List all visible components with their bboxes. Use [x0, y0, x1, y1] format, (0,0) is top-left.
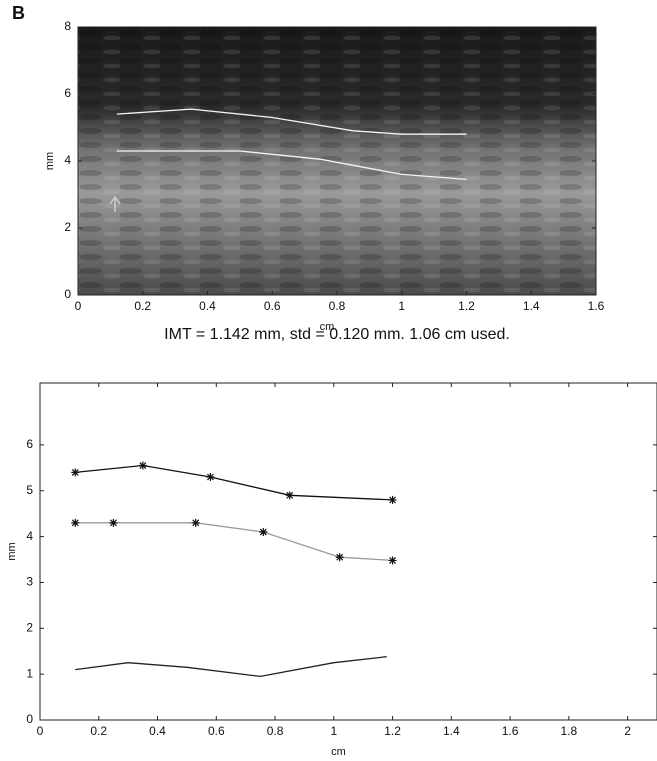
marker [285, 491, 294, 500]
marker [191, 518, 200, 527]
caption: IMT = 1.142 mm, std = 0.120 mm. 1.06 cm … [164, 326, 510, 343]
y-tick-label: 2 [26, 620, 33, 634]
y-tick-label: 4 [64, 153, 71, 167]
y-tick-label: 6 [26, 437, 33, 451]
x-tick-label: 0.8 [267, 724, 284, 738]
marker [109, 518, 118, 527]
marker [335, 553, 344, 562]
y-tick-label: 5 [26, 483, 33, 497]
marker [206, 472, 215, 481]
x-tick-label: 0.6 [264, 299, 281, 313]
arrow-marker [109, 195, 121, 212]
y-axis-label: mm [44, 152, 56, 170]
x-axis-label: cm [320, 321, 335, 333]
plot-area [39, 382, 657, 721]
y-axis-label: mm [6, 542, 18, 560]
x-tick-label: 0.6 [208, 724, 225, 738]
x-tick-label: 0.8 [329, 299, 346, 313]
x-tick-label: 1 [330, 724, 337, 738]
y-tick-label: 2 [64, 220, 71, 234]
marker [138, 461, 147, 470]
x-tick-label: 0.4 [199, 299, 216, 313]
series-line [116, 108, 467, 135]
x-tick-label: 0 [75, 299, 82, 313]
x-tick-label: 2 [624, 724, 631, 738]
x-tick-label: 1.2 [458, 299, 475, 313]
marker [388, 495, 397, 504]
x-tick-label: 1.4 [443, 724, 460, 738]
marker [71, 518, 80, 527]
speckle [78, 27, 596, 295]
y-tick-label: 6 [64, 86, 71, 100]
x-tick-label: 0.2 [134, 299, 151, 313]
x-tick-label: 1.6 [502, 724, 519, 738]
series-line [75, 656, 387, 678]
x-tick-label: 1.4 [523, 299, 540, 313]
series-line [75, 522, 393, 562]
x-tick-label: 1.8 [561, 724, 578, 738]
x-tick-label: 0.4 [149, 724, 166, 738]
x-tick-label: 0 [37, 724, 44, 738]
x-tick-label: 1.6 [588, 299, 605, 313]
y-tick-label: 3 [26, 575, 33, 589]
y-tick-label: 4 [26, 529, 33, 543]
y-tick-label: 0 [26, 712, 33, 726]
x-tick-label: 1 [398, 299, 405, 313]
panel-label: B [12, 3, 25, 23]
marker [259, 528, 268, 537]
y-tick-label: 1 [26, 666, 33, 680]
x-tick-label: 0.2 [90, 724, 107, 738]
x-tick-label: 1.2 [384, 724, 401, 738]
marker [388, 556, 397, 565]
marker [71, 468, 80, 477]
x-axis-label: cm [331, 746, 346, 758]
series-line [116, 150, 467, 181]
y-tick-label: 0 [64, 287, 71, 301]
y-tick-label: 8 [64, 19, 71, 33]
